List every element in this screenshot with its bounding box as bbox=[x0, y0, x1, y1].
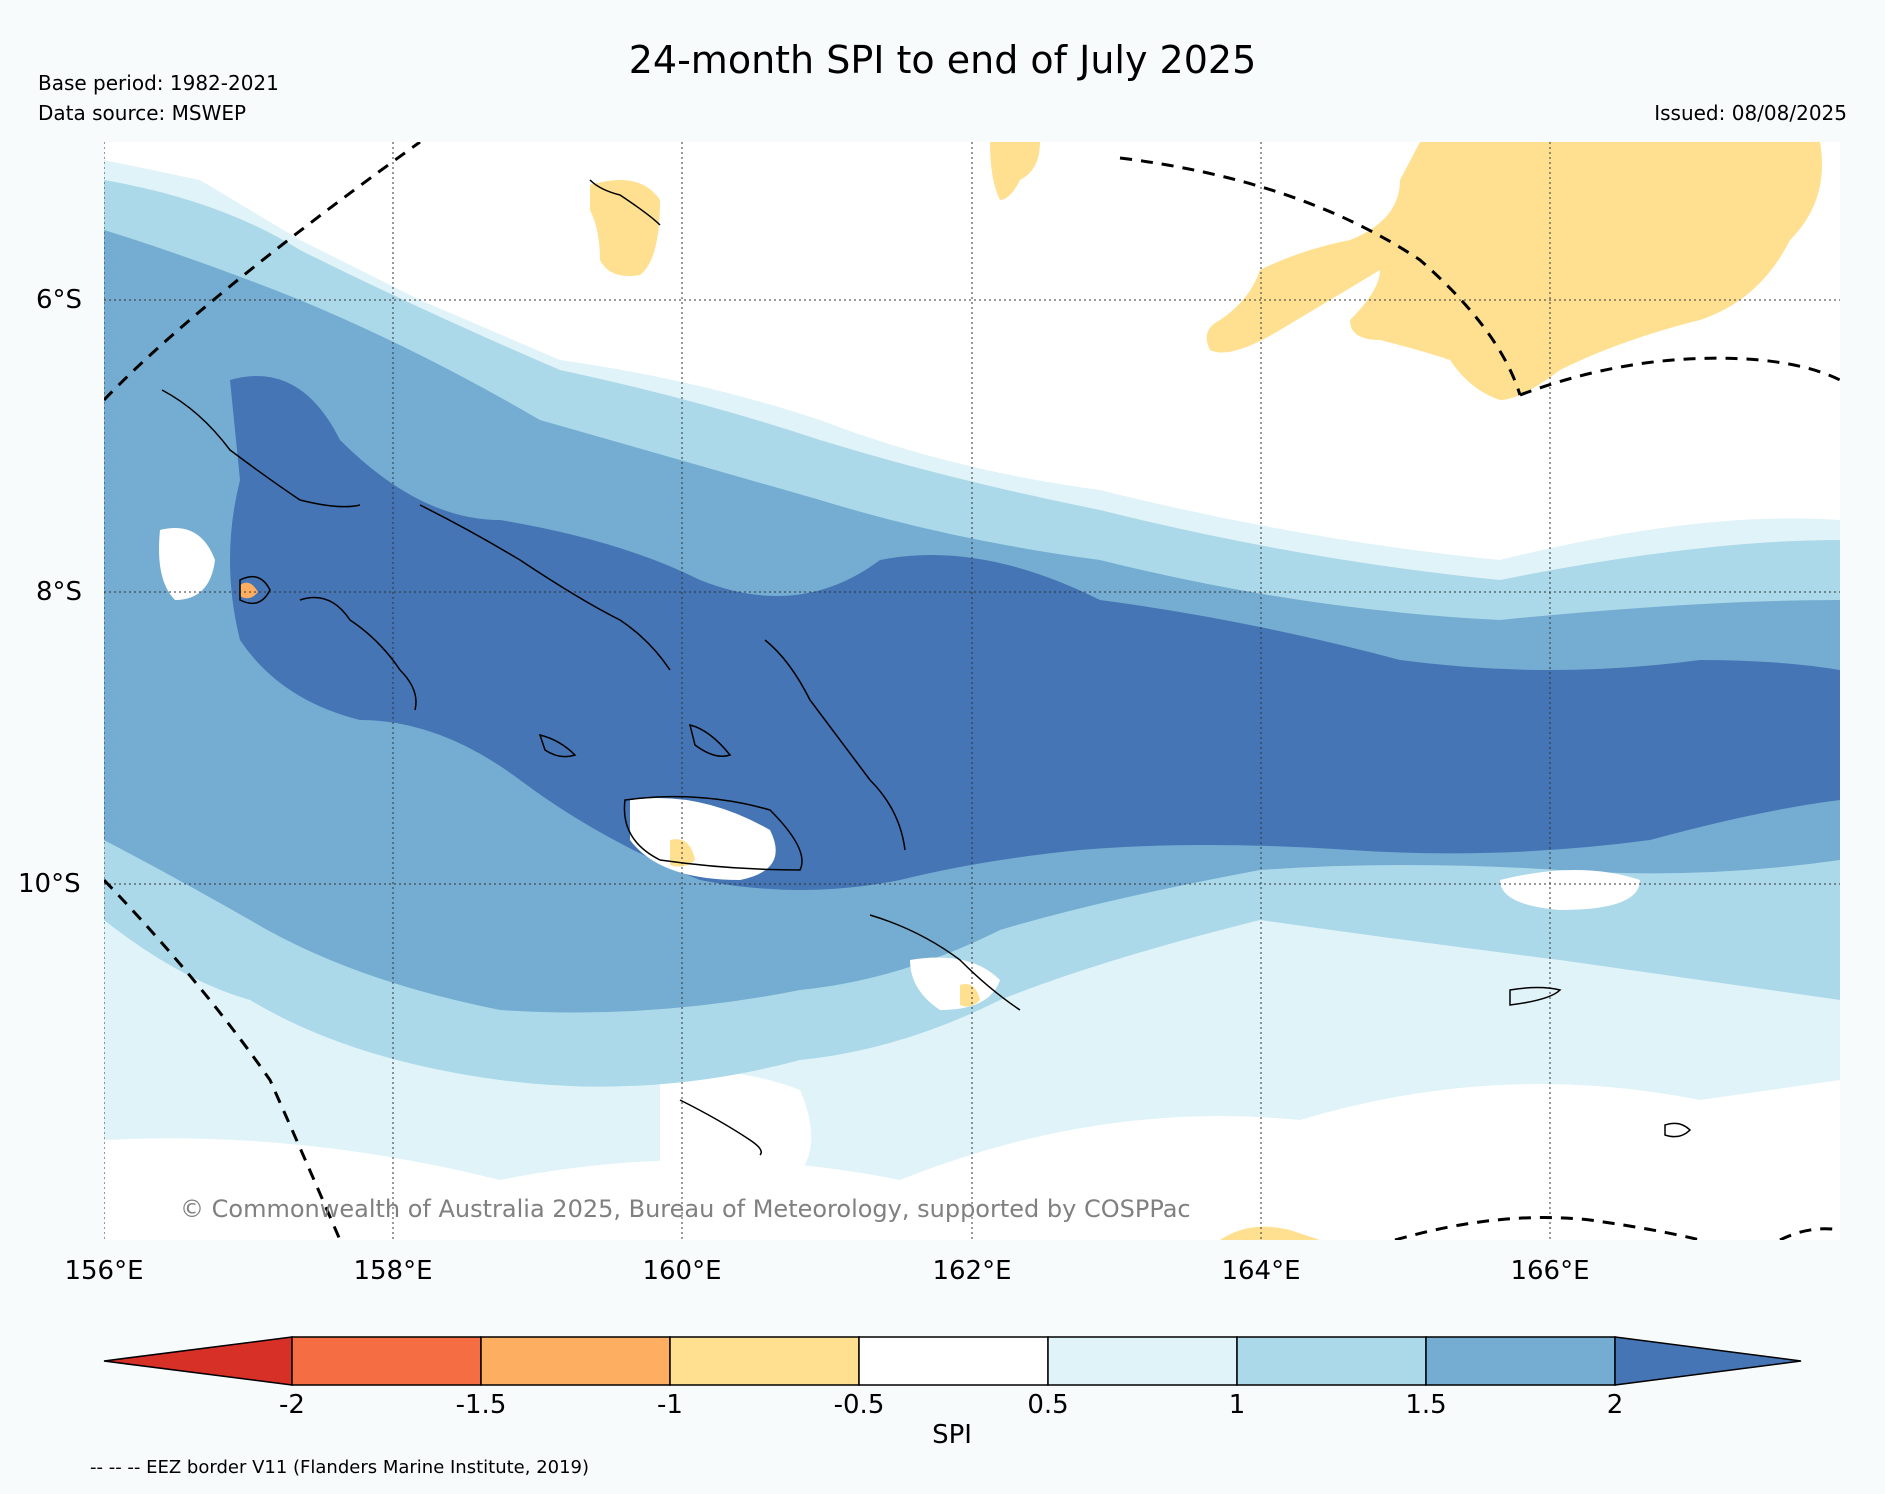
colorbar-tick: -1 bbox=[657, 1390, 683, 1420]
coast-florida bbox=[688, 723, 732, 757]
lon-label-156e: 156°E bbox=[64, 1256, 144, 1286]
colorbar-label: SPI bbox=[932, 1420, 972, 1450]
issued-date-text: Issued: 08/08/2025 bbox=[1654, 101, 1847, 125]
colorbar-segment-5 bbox=[1047, 1336, 1238, 1386]
spi-patch-dry-north-2 bbox=[990, 142, 1040, 200]
data-source-text: Data source: MSWEP bbox=[38, 101, 247, 125]
spi-band-above-2 bbox=[230, 376, 1840, 890]
coast-shortland bbox=[239, 575, 271, 605]
lon-label-158e: 158°E bbox=[353, 1256, 433, 1286]
colorbar-segment-4 bbox=[858, 1336, 1049, 1386]
spi-patch-dry-northeast bbox=[1206, 142, 1822, 400]
spi-contour-field bbox=[104, 142, 1840, 1240]
colorbar-tick: -2 bbox=[279, 1390, 305, 1420]
colorbar-tick: 1 bbox=[1228, 1390, 1246, 1420]
colorbar-tick: -0.5 bbox=[833, 1390, 885, 1420]
colorbar-tick: 1.5 bbox=[1405, 1390, 1447, 1420]
colorbar-segment-2 bbox=[480, 1336, 671, 1386]
coast-vanikoro bbox=[1664, 1122, 1692, 1138]
spi-band-neutral-island-south bbox=[660, 1072, 812, 1192]
spi-colorbar bbox=[103, 1336, 1802, 1386]
spi-patch-neutral-2 bbox=[630, 798, 776, 880]
coast-santa-isabel bbox=[419, 504, 671, 671]
coast-makira bbox=[869, 914, 1021, 1011]
colorbar-extend-high bbox=[1614, 1336, 1802, 1386]
eez-legend-note: -- -- -- EEZ border V11 (Flanders Marine… bbox=[90, 1457, 590, 1478]
lat-label-6s: 6°S bbox=[36, 285, 83, 315]
lat-label-10s: 10°S bbox=[18, 869, 81, 899]
colorbar-tick: -1.5 bbox=[455, 1390, 507, 1420]
coast-guadalcanal bbox=[623, 795, 803, 871]
colorbar-extend-low bbox=[103, 1336, 293, 1386]
colorbar-segment-7 bbox=[1425, 1336, 1616, 1386]
spi-patch-neutral-4 bbox=[1500, 870, 1640, 910]
colorbar-tick: 2 bbox=[1606, 1390, 1624, 1420]
coast-rennell bbox=[679, 1099, 762, 1156]
spi-patch-dry-bougainville bbox=[240, 582, 258, 599]
base-period-text: Base period: 1982-2021 bbox=[38, 71, 279, 95]
colorbar-segment-6 bbox=[1236, 1336, 1427, 1386]
spi-band-neutral-south bbox=[104, 1080, 1840, 1240]
colorbar-tick: 0.5 bbox=[1027, 1390, 1069, 1420]
coast-russell bbox=[538, 733, 577, 758]
copyright-text: © Commonwealth of Australia 2025, Bureau… bbox=[180, 1195, 1191, 1223]
coast-malaita bbox=[764, 639, 906, 851]
spi-patch-dry-south bbox=[1220, 1226, 1320, 1240]
lon-label-166e: 166°E bbox=[1510, 1256, 1590, 1286]
lat-label-8s: 8°S bbox=[36, 577, 83, 607]
map-title: 24-month SPI to end of July 2025 bbox=[628, 38, 1257, 82]
spi-patch-dry-north-1 bbox=[590, 180, 660, 276]
lon-label-162e: 162°E bbox=[932, 1256, 1012, 1286]
coast-santa-cruz bbox=[1509, 986, 1562, 1006]
spi-patch-dry-makira bbox=[960, 984, 980, 1007]
lon-label-164e: 164°E bbox=[1221, 1256, 1301, 1286]
spi-patch-neutral-1 bbox=[159, 528, 215, 600]
coast-ontong-java bbox=[589, 179, 661, 226]
lon-label-160e: 160°E bbox=[642, 1256, 722, 1286]
coast-choiseul bbox=[299, 596, 417, 711]
eez-borders bbox=[104, 142, 1840, 1240]
colorbar-segment-1 bbox=[291, 1336, 482, 1386]
map-graticule bbox=[104, 142, 1840, 1240]
coast-bougainville-north bbox=[161, 389, 361, 508]
coastlines bbox=[161, 179, 1692, 1156]
colorbar-segment-3 bbox=[669, 1336, 860, 1386]
